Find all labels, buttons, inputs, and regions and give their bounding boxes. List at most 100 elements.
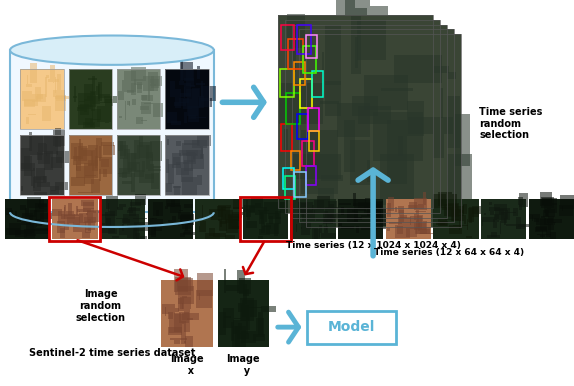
Bar — [119, 204, 126, 207]
Bar — [122, 218, 130, 223]
Bar — [131, 154, 136, 171]
Bar — [199, 293, 200, 300]
Bar — [354, 163, 358, 212]
Bar — [165, 206, 168, 209]
Bar — [182, 296, 187, 298]
Bar — [20, 205, 26, 210]
Bar — [278, 15, 433, 208]
Bar — [285, 176, 296, 199]
Bar — [406, 229, 417, 237]
Bar — [542, 227, 543, 238]
Bar — [15, 230, 27, 237]
Bar — [321, 233, 336, 238]
Bar — [307, 311, 396, 344]
Bar — [141, 102, 151, 114]
Bar — [494, 214, 499, 219]
Bar — [85, 118, 93, 127]
Bar — [148, 71, 158, 91]
Bar — [438, 219, 447, 225]
Bar — [119, 168, 132, 177]
Bar — [398, 136, 403, 156]
Bar — [76, 166, 88, 178]
Bar — [21, 149, 30, 169]
Bar — [103, 169, 107, 178]
Bar — [30, 210, 37, 217]
Bar — [196, 290, 212, 308]
Bar — [352, 210, 355, 212]
Bar — [205, 233, 220, 239]
Bar — [375, 218, 377, 229]
Bar — [144, 103, 153, 104]
Bar — [148, 91, 150, 101]
Bar — [180, 61, 183, 81]
Bar — [141, 120, 147, 121]
Bar — [52, 199, 98, 239]
Bar — [33, 168, 35, 188]
Bar — [536, 225, 546, 231]
Bar — [87, 96, 92, 107]
Bar — [516, 217, 521, 229]
Bar — [100, 102, 113, 103]
Bar — [352, 106, 371, 110]
Bar — [225, 210, 233, 223]
Bar — [223, 205, 231, 208]
Bar — [9, 223, 21, 235]
Bar — [541, 216, 545, 218]
Bar — [418, 154, 433, 195]
Bar — [87, 123, 94, 125]
Bar — [35, 87, 41, 101]
Bar — [233, 320, 247, 334]
Bar — [294, 65, 343, 67]
Bar — [165, 135, 209, 195]
Bar — [505, 210, 507, 219]
Bar — [316, 183, 331, 185]
Bar — [251, 198, 263, 208]
Bar — [209, 209, 225, 214]
Bar — [209, 228, 215, 236]
Bar — [404, 167, 444, 217]
Bar — [228, 215, 242, 218]
Bar — [36, 168, 45, 180]
Bar — [317, 196, 330, 209]
Bar — [490, 207, 500, 211]
Bar — [451, 208, 462, 221]
Bar — [535, 227, 547, 232]
Bar — [182, 143, 197, 155]
Bar — [36, 220, 42, 226]
Bar — [87, 211, 96, 213]
Bar — [543, 210, 549, 217]
Bar — [123, 149, 130, 157]
Bar — [414, 214, 416, 220]
Bar — [380, 154, 414, 205]
Bar — [52, 209, 61, 216]
Bar — [174, 313, 181, 332]
Bar — [444, 204, 457, 216]
Bar — [83, 208, 94, 212]
Bar — [243, 205, 245, 217]
Bar — [499, 209, 504, 215]
Bar — [400, 210, 404, 222]
Bar — [197, 273, 214, 296]
Bar — [393, 207, 400, 214]
Bar — [98, 85, 100, 99]
Bar — [243, 284, 247, 305]
Bar — [150, 84, 156, 86]
Bar — [76, 156, 81, 171]
Bar — [364, 210, 379, 213]
Bar — [416, 221, 427, 234]
Bar — [341, 227, 354, 229]
Bar — [21, 135, 64, 195]
Bar — [294, 172, 307, 197]
Bar — [299, 160, 338, 182]
Bar — [88, 78, 97, 80]
Bar — [37, 94, 43, 99]
Bar — [85, 226, 91, 227]
Bar — [127, 90, 134, 93]
Bar — [300, 95, 344, 100]
Bar — [140, 106, 149, 110]
Bar — [325, 25, 341, 85]
Bar — [355, 8, 367, 72]
Bar — [501, 212, 516, 213]
Bar — [131, 67, 146, 81]
Bar — [546, 224, 550, 237]
